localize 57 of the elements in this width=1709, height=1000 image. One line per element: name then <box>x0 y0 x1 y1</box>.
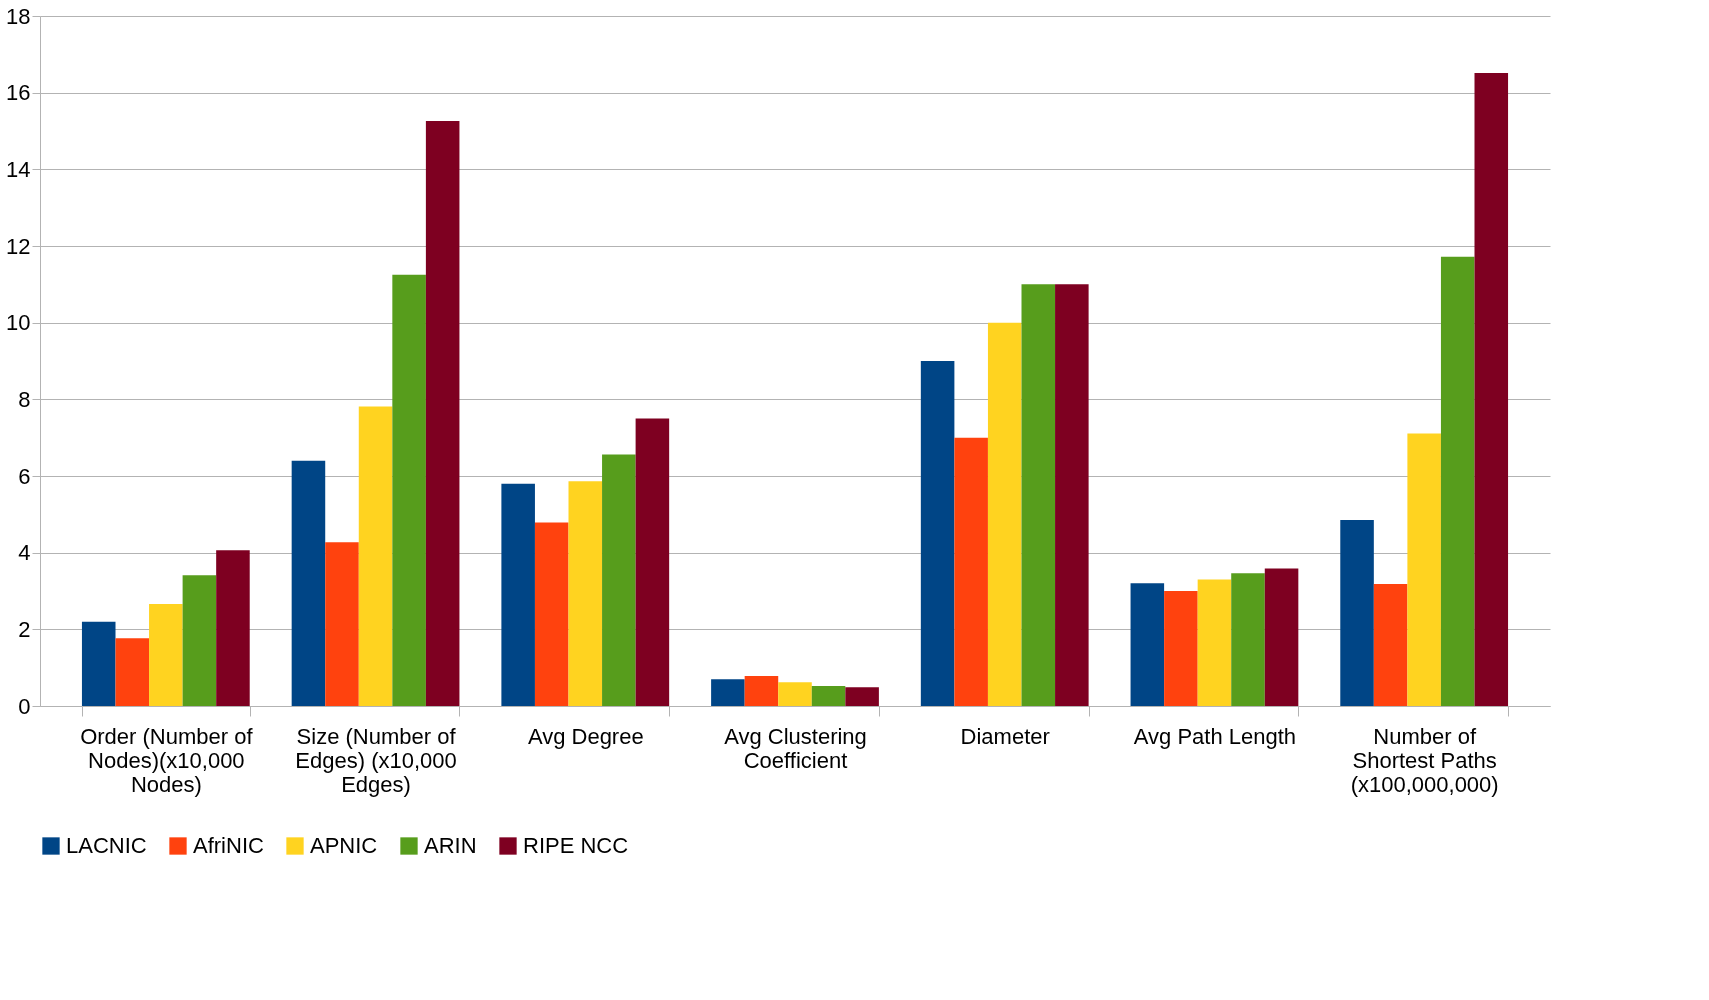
bar <box>954 437 988 706</box>
y-tick-label: 14 <box>6 156 31 182</box>
y-tick-label: 10 <box>6 310 31 336</box>
y-tick-label: 18 <box>6 3 31 29</box>
bar <box>1340 520 1374 706</box>
y-tick-label: 12 <box>6 233 31 259</box>
bar <box>115 638 150 706</box>
legend-label: LACNIC <box>66 833 147 858</box>
bar <box>920 361 955 706</box>
legend-label: AfriNIC <box>193 833 264 858</box>
bar <box>1373 584 1408 706</box>
bar <box>182 575 217 706</box>
x-tick-label: Size (Number of Edges) (x10,000 Edges) <box>295 723 457 797</box>
bar <box>425 121 460 706</box>
bar <box>291 460 326 706</box>
bar <box>811 686 846 706</box>
bar <box>358 406 393 706</box>
bar <box>1474 73 1509 706</box>
bar <box>1055 284 1089 706</box>
x-tick-label: Number of Shortest Paths (x100,000,000) <box>1350 723 1499 797</box>
bar <box>711 679 745 706</box>
y-tick-label: 0 <box>18 693 31 719</box>
x-tick-label: Order (Number of Nodes)(x10,000 Nodes) <box>80 723 254 797</box>
bar <box>149 604 183 706</box>
bar <box>392 274 426 706</box>
bar <box>845 687 879 706</box>
legend-label: RIPE NCC <box>523 833 629 858</box>
bar <box>1164 591 1198 706</box>
bar <box>635 418 670 706</box>
bar <box>1407 433 1441 706</box>
bar <box>1264 568 1299 706</box>
y-tick-label: 2 <box>18 616 31 642</box>
x-tick-label: Avg Path Length <box>1133 723 1297 749</box>
y-tick-label: 4 <box>18 540 31 566</box>
x-tick-label: Avg Clustering Coefficient <box>724 723 867 773</box>
bar <box>216 550 250 706</box>
bar <box>602 454 636 706</box>
bar <box>778 682 812 706</box>
y-tick-label: 6 <box>18 463 31 489</box>
bar <box>1231 573 1265 706</box>
bar <box>81 621 116 706</box>
bar <box>987 322 1022 706</box>
x-tick-label: Diameter <box>960 723 1050 749</box>
bar <box>1440 256 1475 706</box>
bar <box>501 483 535 706</box>
legend-label: APNIC <box>310 833 378 858</box>
bar <box>534 522 569 706</box>
y-tick-label: 16 <box>6 80 31 106</box>
bar <box>1021 284 1056 706</box>
bar <box>568 481 603 706</box>
bar <box>1130 583 1165 706</box>
x-tick-label: Avg Degree <box>527 723 644 749</box>
bar <box>744 676 779 706</box>
bar <box>325 542 359 706</box>
bar <box>1197 579 1232 706</box>
y-tick-label: 8 <box>18 386 31 412</box>
legend-label: ARIN <box>424 833 477 858</box>
